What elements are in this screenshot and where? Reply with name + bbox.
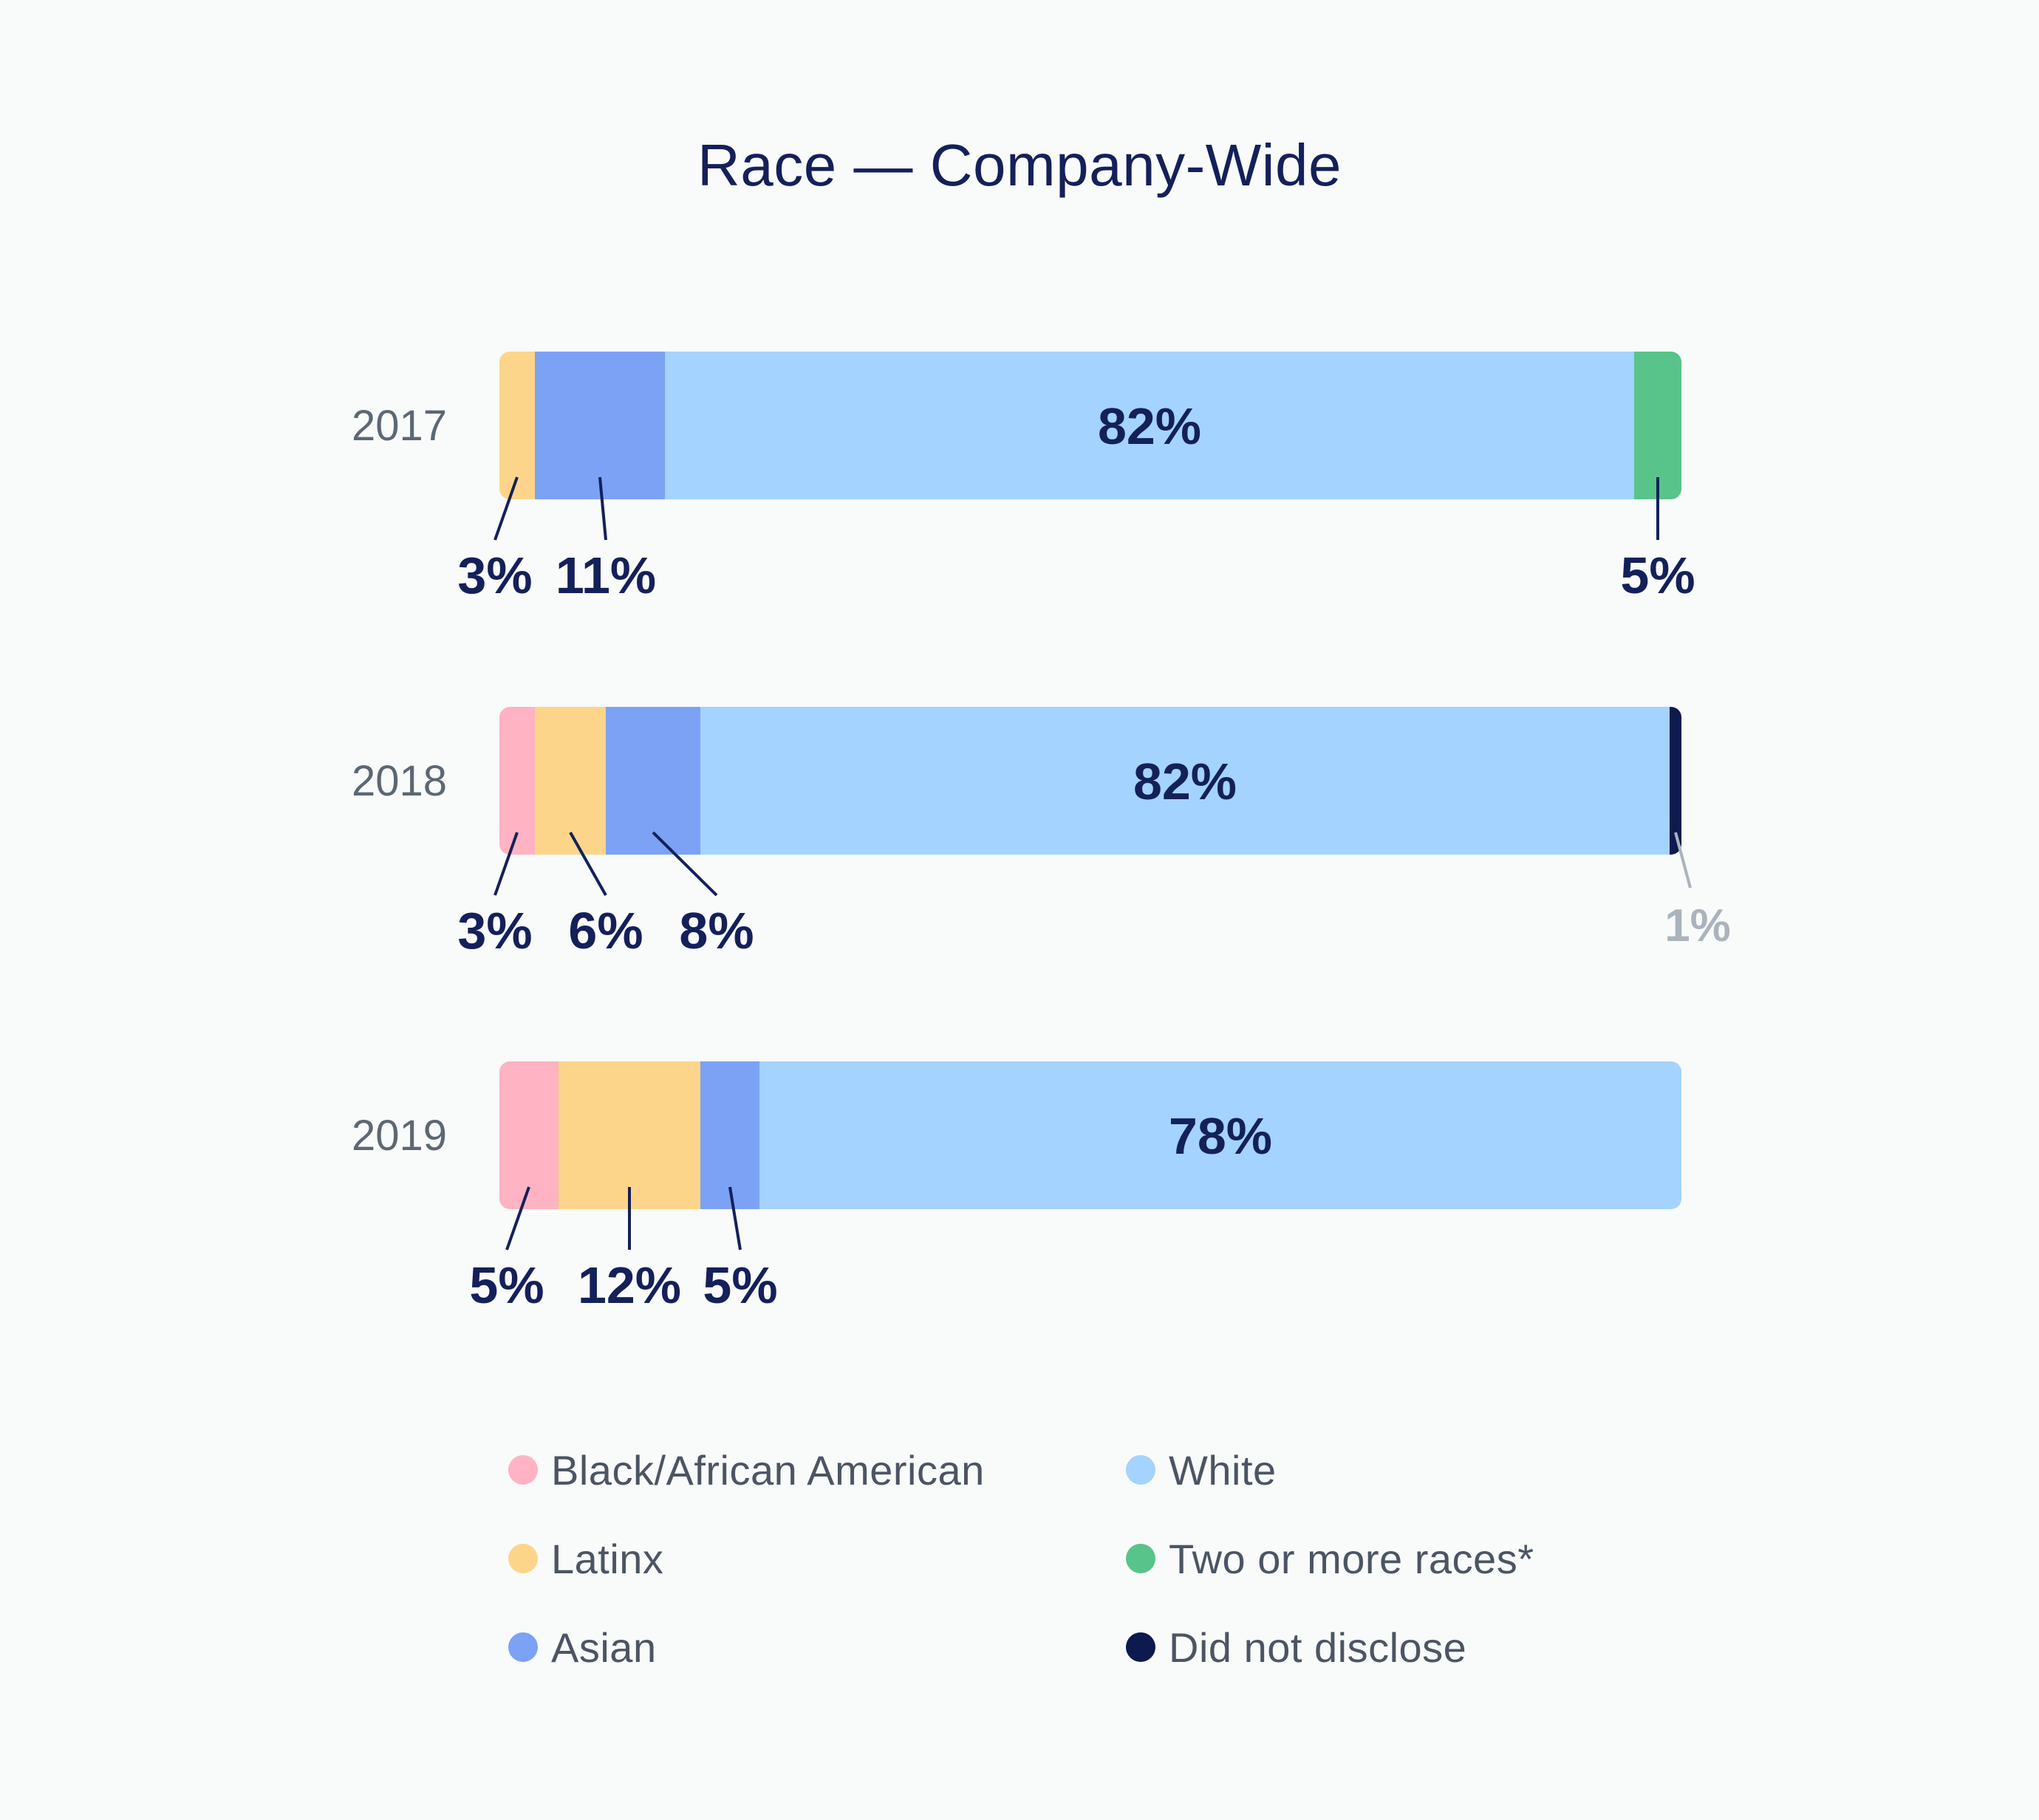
- bar-segment-2018-black-african-american: [499, 707, 535, 855]
- legend-swatch: [508, 1632, 538, 1662]
- legend-swatch: [1126, 1632, 1155, 1662]
- bar-segment-2018-white: [700, 707, 1670, 855]
- bar-row-2018: [499, 707, 1681, 855]
- bar-segment-2017-asian: [535, 352, 665, 499]
- leader-line-2018-2: [652, 831, 718, 897]
- bar-segment-2017-latinx: [499, 352, 535, 499]
- legend-item-black-african-american: Black/African American: [508, 1444, 985, 1496]
- legend-swatch: [1126, 1455, 1155, 1485]
- legend: Black/African American Latinx Asian White Tw…: [508, 1444, 1616, 1710]
- leader-line-2019-2: [728, 1186, 742, 1251]
- leader-line-2017-0: [493, 476, 519, 541]
- bar-row-2017: [499, 352, 1681, 499]
- legend-swatch: [508, 1544, 538, 1573]
- labels-layer: 2017 82% 3% 11% 5% 2018 82% 3% 6% 8% 1% 2019 78% 5% 12…: [352, 397, 1731, 1314]
- data-label-2017-0: 3%: [457, 547, 532, 604]
- data-label-2019-2: 5%: [703, 1256, 777, 1314]
- data-label-2018-1: 6%: [568, 902, 643, 959]
- legend-label: Black/African American: [551, 1446, 985, 1494]
- data-label-2018-2: 8%: [679, 902, 754, 959]
- bar-segment-2019-latinx: [559, 1061, 700, 1209]
- category-label-2018: 2018: [352, 757, 447, 805]
- leader-line-2018-3: [1674, 832, 1692, 889]
- data-label-2018-3: 1%: [1664, 900, 1731, 951]
- category-label-2017: 2017: [352, 402, 447, 450]
- legend-label: Two or more races*: [1169, 1535, 1534, 1582]
- bar-segment-2019-asian: [700, 1061, 759, 1209]
- data-label-2018-0: 3%: [457, 902, 532, 959]
- data-label-2018-center: 82%: [1133, 753, 1237, 810]
- bar-row-2019: [499, 1061, 1681, 1209]
- bar-segment-2017-two-or-more-races: [1634, 352, 1681, 499]
- leader-line-2018-0: [493, 832, 519, 896]
- leader-line-2017-1: [598, 476, 607, 541]
- bar-segment-2019-black-african-american: [499, 1061, 559, 1209]
- legend-item-two-or-more-races: Two or more races*: [1126, 1533, 1534, 1584]
- data-label-2019-0: 5%: [469, 1256, 544, 1314]
- bar-segment-2018-latinx: [535, 707, 606, 855]
- legend-label: Asian: [551, 1624, 657, 1671]
- category-label-2019: 2019: [352, 1112, 447, 1160]
- legend-swatch: [508, 1455, 538, 1485]
- bar-segment-2018-did-not-disclose: [1670, 707, 1681, 855]
- legend-item-asian: Asian: [508, 1621, 657, 1673]
- leader-line-2019-0: [505, 1186, 530, 1251]
- data-label-2019-center: 78%: [1169, 1107, 1272, 1165]
- data-label-2017-center: 82%: [1098, 397, 1201, 455]
- chart-title: Race — Company-Wide: [697, 132, 1342, 198]
- leader-line-2018-1: [569, 832, 607, 896]
- data-label-2017-1: 11%: [556, 547, 656, 604]
- legend-swatch: [1126, 1544, 1155, 1573]
- data-label-2017-2: 5%: [1620, 547, 1695, 604]
- legend-label: White: [1169, 1446, 1277, 1494]
- legend-label: Latinx: [551, 1535, 664, 1582]
- legend-item-latinx: Latinx: [508, 1533, 663, 1584]
- legend-item-did-not-disclose: Did not disclose: [1126, 1621, 1466, 1673]
- bar-segment-2018-asian: [606, 707, 700, 855]
- legend-item-white: White: [1126, 1444, 1277, 1496]
- bar-segment-2019-white: [759, 1061, 1681, 1209]
- bars-layer: [499, 352, 1681, 1209]
- legend-label: Did not disclose: [1169, 1624, 1467, 1671]
- bar-segment-2017-white: [665, 352, 1634, 499]
- data-label-2019-1: 12%: [578, 1256, 681, 1314]
